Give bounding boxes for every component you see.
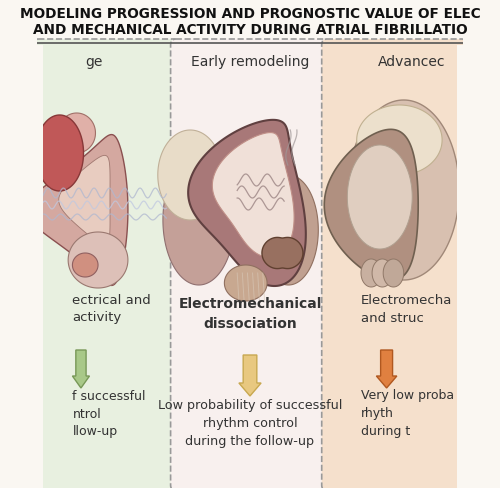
Polygon shape [348, 146, 412, 249]
FancyBboxPatch shape [33, 40, 178, 488]
Text: Low probability of successful
rhythm control
during the follow-up: Low probability of successful rhythm con… [158, 399, 342, 447]
Polygon shape [324, 130, 418, 281]
Polygon shape [258, 176, 318, 285]
FancyBboxPatch shape [170, 40, 330, 488]
FancyArrow shape [72, 350, 90, 388]
Text: AND MECHANICAL ACTIVITY DURING ATRIAL FIBRILLATIO: AND MECHANICAL ACTIVITY DURING ATRIAL FI… [32, 23, 468, 37]
Polygon shape [58, 114, 96, 154]
Polygon shape [163, 156, 234, 285]
Text: ge: ge [85, 55, 102, 69]
FancyArrow shape [239, 355, 261, 396]
Polygon shape [26, 135, 128, 286]
Text: Advancec: Advancec [378, 55, 446, 69]
Text: MODELING PROGRESSION AND PROGNOSTIC VALUE OF ELEC: MODELING PROGRESSION AND PROGNOSTIC VALU… [20, 7, 480, 21]
Polygon shape [361, 260, 382, 287]
Text: Early remodeling: Early remodeling [191, 55, 309, 69]
Text: ectrical and
activity: ectrical and activity [72, 293, 151, 324]
Polygon shape [348, 101, 459, 281]
Polygon shape [188, 121, 306, 286]
Text: f successful
ntrol
llow-up: f successful ntrol llow-up [72, 389, 146, 438]
Polygon shape [383, 260, 404, 287]
FancyBboxPatch shape [322, 40, 467, 488]
Text: Very low proba
rhyth
during t: Very low proba rhyth during t [361, 389, 454, 438]
Polygon shape [262, 238, 303, 269]
Polygon shape [372, 260, 392, 287]
Polygon shape [158, 131, 222, 221]
Polygon shape [36, 116, 84, 192]
Polygon shape [72, 253, 98, 278]
Polygon shape [224, 265, 267, 302]
Polygon shape [59, 156, 110, 245]
Polygon shape [212, 133, 294, 258]
FancyArrow shape [376, 350, 397, 388]
Text: Electromecha
and struc: Electromecha and struc [361, 293, 452, 324]
Polygon shape [356, 106, 442, 176]
Bar [36, 46, 44, 488]
Bar [456, 46, 464, 488]
Text: Electromechanical
dissociation: Electromechanical dissociation [178, 297, 322, 330]
Polygon shape [68, 232, 128, 288]
